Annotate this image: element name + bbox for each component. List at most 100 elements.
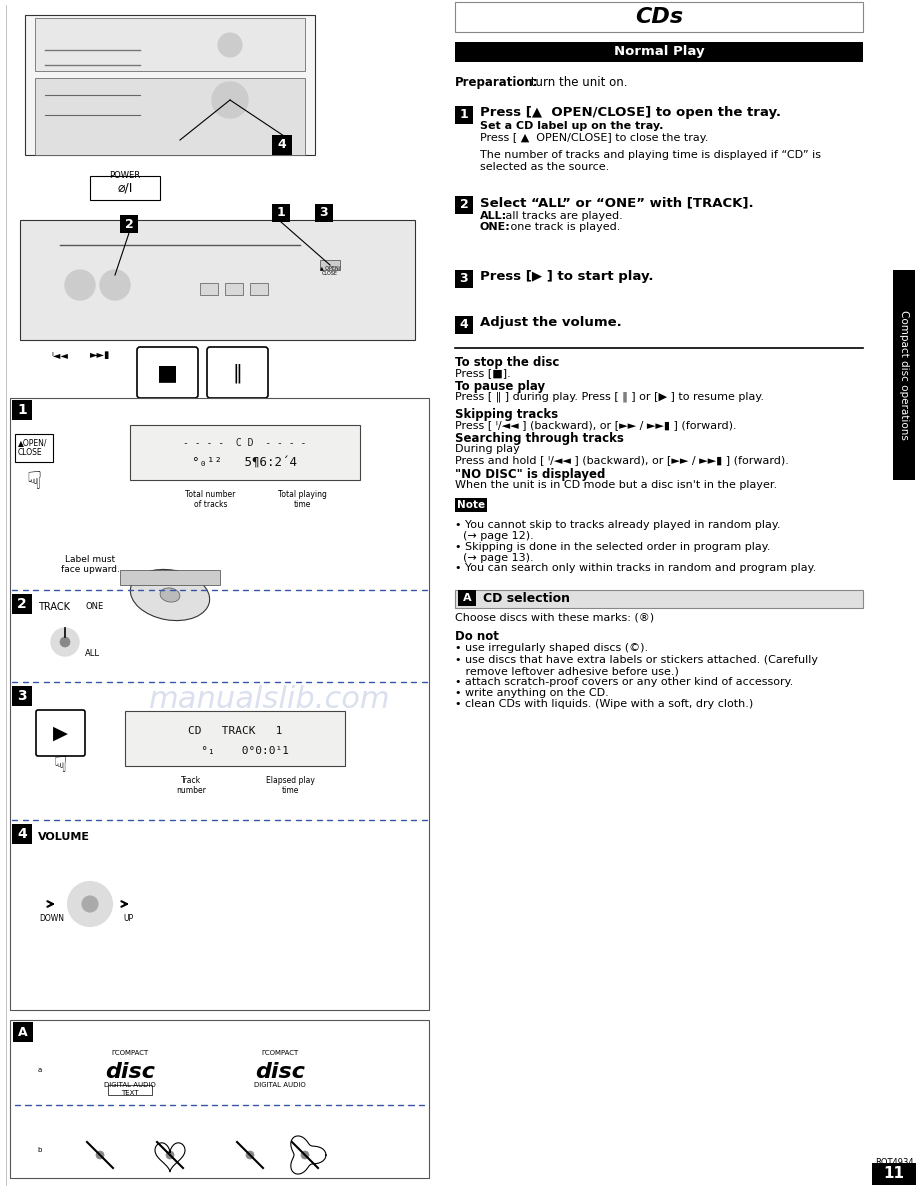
Circle shape <box>43 620 87 664</box>
Bar <box>455 196 473 214</box>
Text: DIGITAL AUDIO: DIGITAL AUDIO <box>254 1082 306 1088</box>
Text: 1: 1 <box>17 403 27 417</box>
Text: 3: 3 <box>17 689 27 703</box>
Text: Select “ALL” or “ONE” with [TRACK].: Select “ALL” or “ONE” with [TRACK]. <box>480 196 754 209</box>
Text: one track is played.: one track is played. <box>507 222 621 232</box>
Text: Adjust the volume.: Adjust the volume. <box>480 316 621 329</box>
Bar <box>12 685 32 706</box>
Text: turn the unit on.: turn the unit on. <box>527 76 628 89</box>
Circle shape <box>82 1137 118 1173</box>
Circle shape <box>45 365 75 394</box>
Bar <box>125 710 345 766</box>
Text: Press [ ▲  OPEN/CLOSE] to close the tray.: Press [ ▲ OPEN/CLOSE] to close the tray. <box>480 133 709 143</box>
Text: Set a CD label up on the tray.: Set a CD label up on the tray. <box>480 121 664 131</box>
Bar <box>225 283 243 295</box>
Text: When the unit is in CD mode but a disc isn't in the player.: When the unit is in CD mode but a disc i… <box>455 480 778 489</box>
Bar <box>108 1085 152 1095</box>
Text: Preparation:: Preparation: <box>455 76 539 89</box>
Text: • clean CDs with liquids. (Wipe with a soft, dry cloth.): • clean CDs with liquids. (Wipe with a s… <box>455 699 754 709</box>
Text: Press [ ᑊ/◄◄ ] (backward), or [►► / ►►▮ ] (forward).: Press [ ᑊ/◄◄ ] (backward), or [►► / ►►▮ … <box>455 421 736 430</box>
Text: DIGITAL AUDIO: DIGITAL AUDIO <box>104 1082 156 1088</box>
Text: Note: Note <box>457 500 485 510</box>
Text: ΓCOMPACT: ΓCOMPACT <box>111 1050 149 1056</box>
Text: Normal Play: Normal Play <box>614 45 704 58</box>
Text: • use irregularly shaped discs (©).: • use irregularly shaped discs (©). <box>455 643 648 653</box>
Text: manualslib.com: manualslib.com <box>150 685 391 714</box>
Text: TEXT: TEXT <box>121 1091 139 1097</box>
Text: 3: 3 <box>319 207 329 220</box>
Bar <box>46 710 66 718</box>
Text: • use discs that have extra labels or stickers attached. (Carefully: • use discs that have extra labels or st… <box>455 655 818 665</box>
Text: Track
number: Track number <box>176 776 206 796</box>
Text: b: b <box>38 1146 42 1154</box>
Circle shape <box>212 82 248 118</box>
Text: To stop the disc: To stop the disc <box>455 356 559 369</box>
Text: Do not: Do not <box>455 630 498 643</box>
Text: °₀¹²   5¶6:2´4: °₀¹² 5¶6:2´4 <box>193 455 297 468</box>
Text: ΓCOMPACT: ΓCOMPACT <box>262 1050 298 1056</box>
Text: CDs: CDs <box>635 7 683 27</box>
Text: - - - -  C D  - - - -: - - - - C D - - - - <box>184 438 307 448</box>
Bar <box>455 498 487 512</box>
Text: ALL:: ALL: <box>480 211 507 221</box>
Bar <box>15 434 53 462</box>
Text: Press and hold [ ᑊ/◄◄ ] (backward), or [►► / ►►▮ ] (forward).: Press and hold [ ᑊ/◄◄ ] (backward), or [… <box>455 455 789 465</box>
Bar <box>250 283 268 295</box>
Bar <box>455 316 473 334</box>
Text: A: A <box>463 593 471 604</box>
Text: • Skipping is done in the selected order in program play.: • Skipping is done in the selected order… <box>455 542 770 552</box>
Text: A: A <box>18 1025 28 1038</box>
Text: 4: 4 <box>277 139 286 152</box>
Text: all tracks are played.: all tracks are played. <box>502 211 622 221</box>
Bar <box>272 135 292 154</box>
Bar <box>455 270 473 287</box>
Text: 2: 2 <box>17 598 27 611</box>
Circle shape <box>32 1062 48 1078</box>
Text: a: a <box>38 1067 42 1073</box>
Text: selected as the source.: selected as the source. <box>480 162 610 172</box>
Text: To pause play: To pause play <box>455 380 545 393</box>
Bar <box>455 42 863 62</box>
Text: DOWN: DOWN <box>39 914 64 923</box>
Bar <box>12 594 32 614</box>
Text: °₁    0°0:0¹1: °₁ 0°0:0¹1 <box>181 746 289 756</box>
Text: ▶: ▶ <box>52 723 68 742</box>
Text: ALL: ALL <box>85 649 100 658</box>
Ellipse shape <box>160 588 180 602</box>
Text: • write anything on the CD.: • write anything on the CD. <box>455 688 609 699</box>
Circle shape <box>65 270 95 301</box>
Text: 3: 3 <box>460 272 468 285</box>
Text: 11: 11 <box>883 1167 904 1182</box>
Bar <box>130 425 360 480</box>
Circle shape <box>82 896 98 912</box>
Bar <box>35 18 305 71</box>
Circle shape <box>100 270 130 301</box>
Text: ■: ■ <box>156 364 177 383</box>
Text: ONE: ONE <box>85 602 103 611</box>
Text: Elapsed play
time: Elapsed play time <box>265 776 315 796</box>
Text: ☟: ☟ <box>53 756 67 776</box>
Circle shape <box>96 1151 104 1159</box>
Ellipse shape <box>130 569 209 620</box>
Bar <box>35 78 305 154</box>
Text: (→ page 12).: (→ page 12). <box>463 531 533 541</box>
Text: • You cannot skip to tracks already played in random play.: • You cannot skip to tracks already play… <box>455 520 780 530</box>
Text: ⌀/I: ⌀/I <box>118 182 133 195</box>
Text: 1: 1 <box>276 207 285 220</box>
Text: 2: 2 <box>460 198 468 211</box>
Text: disc: disc <box>255 1062 305 1082</box>
Text: Press [ ‖ ] during play. Press [ ‖ ] or [▶ ] to resume play.: Press [ ‖ ] during play. Press [ ‖ ] or … <box>455 392 764 403</box>
Text: The number of tracks and playing time is displayed if “CD” is: The number of tracks and playing time is… <box>480 150 821 160</box>
Text: ONE:: ONE: <box>480 222 510 232</box>
Text: Choose discs with these marks: (®): Choose discs with these marks: (®) <box>455 612 655 623</box>
Circle shape <box>32 1142 48 1158</box>
Text: Press [▲  OPEN/CLOSE] to open the tray.: Press [▲ OPEN/CLOSE] to open the tray. <box>480 106 781 119</box>
Text: remove leftover adhesive before use.): remove leftover adhesive before use.) <box>455 666 679 676</box>
Text: Total playing
time: Total playing time <box>278 489 327 510</box>
Text: TRACK: TRACK <box>38 602 70 612</box>
Text: UP: UP <box>123 914 133 923</box>
Circle shape <box>232 1137 268 1173</box>
Circle shape <box>301 1151 309 1159</box>
Bar <box>320 260 340 270</box>
Circle shape <box>246 1151 254 1159</box>
